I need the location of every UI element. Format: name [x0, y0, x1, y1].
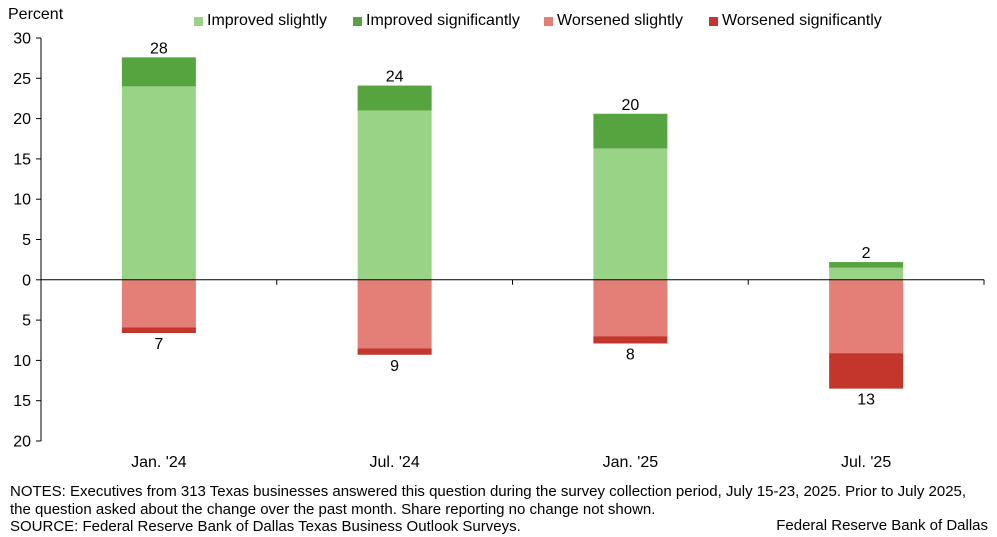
legend-label-improved-slightly: Improved slightly: [207, 12, 328, 29]
bar-worsened-slightly: [121, 279, 196, 328]
y-tick-label: 15: [13, 151, 31, 168]
notes-text: NOTES: Executives from 313 Texas busines…: [10, 483, 967, 518]
data-label-positive-total: 20: [621, 97, 639, 114]
y-tick-label: 20: [13, 434, 31, 451]
x-tick-label: Jul. '25: [841, 454, 891, 471]
legend-swatch-improved-significantly: [353, 16, 362, 26]
legend-label-worsened-significantly: Worsened significantly: [722, 12, 882, 29]
bar-worsened-slightly: [357, 279, 432, 349]
legend-item-improved-significantly: Improved significantly: [353, 12, 520, 30]
y-tick-label: 30: [13, 31, 31, 48]
chart-notes: NOTES: Executives from 313 Texas busines…: [10, 483, 988, 536]
legend-item-worsened-significantly: Worsened significantly: [709, 12, 882, 30]
bar-improved-slightly: [593, 148, 668, 280]
x-tick-label: Jul. '24: [370, 454, 420, 471]
chart-legend: Improved slightly Improved significantly…: [0, 12, 997, 32]
y-tick-label: 10: [13, 192, 31, 209]
y-tick-label: 25: [13, 71, 31, 88]
data-label-positive-total: 28: [150, 40, 168, 57]
legend-label-worsened-slightly: Worsened slightly: [557, 12, 683, 29]
y-tick-label: 0: [22, 272, 31, 289]
bar-improved-significantly: [829, 262, 904, 268]
bar-improved-significantly: [593, 113, 668, 149]
y-tick-label: 5: [22, 232, 31, 249]
data-label-positive-total: 2: [862, 245, 871, 262]
bar-improved-significantly: [357, 85, 432, 111]
bar-improved-slightly: [357, 110, 432, 280]
bar-worsened-slightly: [593, 279, 668, 337]
y-tick-label: 15: [13, 393, 31, 410]
data-label-negative-total: 7: [154, 336, 163, 353]
data-label-negative-total: 9: [390, 358, 399, 375]
legend-swatch-improved-slightly: [194, 16, 203, 26]
bar-improved-significantly: [121, 57, 196, 87]
y-tick-label: 20: [13, 111, 31, 128]
legend-swatch-worsened-slightly: [544, 16, 553, 26]
data-label-negative-total: 8: [626, 346, 635, 363]
legend-swatch-worsened-significantly: [709, 16, 718, 26]
y-axis-title: Percent: [8, 6, 64, 23]
bar-worsened-significantly: [121, 327, 196, 333]
data-label-positive-total: 24: [386, 69, 404, 86]
data-label-negative-total: 13: [857, 392, 875, 409]
brand-credit: Federal Reserve Bank of Dallas: [776, 517, 988, 534]
bar-worsened-significantly: [357, 348, 432, 355]
bar-worsened-significantly: [829, 353, 904, 389]
source-text: SOURCE: Federal Reserve Bank of Dallas T…: [10, 518, 521, 535]
y-tick-label: 5: [22, 313, 31, 330]
legend-item-worsened-slightly: Worsened slightly: [544, 12, 683, 30]
x-tick-label: Jan. '24: [131, 454, 187, 471]
legend-label-improved-significantly: Improved significantly: [366, 12, 520, 29]
bar-worsened-significantly: [593, 336, 668, 344]
bar-worsened-slightly: [829, 279, 904, 354]
legend-item-improved-slightly: Improved slightly: [194, 12, 327, 30]
y-tick-label: 10: [13, 353, 31, 370]
x-tick-label: Jan. '25: [603, 454, 659, 471]
bar-improved-slightly: [121, 86, 196, 280]
bar-improved-slightly: [829, 267, 904, 280]
